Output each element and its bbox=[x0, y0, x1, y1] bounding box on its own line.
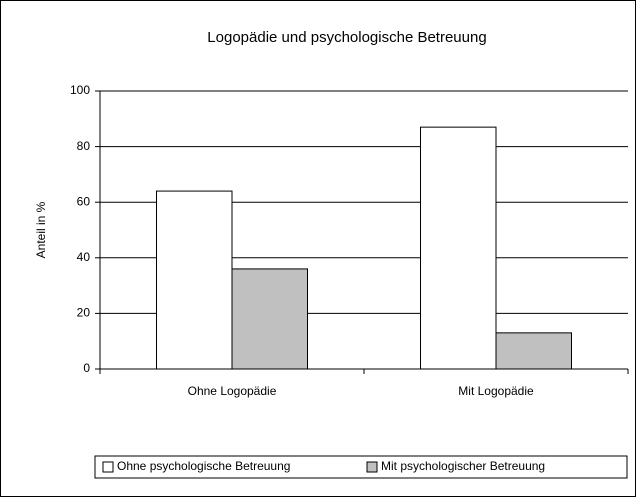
x-tick-label: Mit Logopädie bbox=[458, 384, 534, 398]
x-tick-label: Ohne Logopädie bbox=[188, 384, 277, 398]
bar bbox=[156, 190, 233, 370]
legend-swatch bbox=[366, 461, 378, 473]
y-tick-label: 20 bbox=[77, 306, 91, 320]
bar bbox=[420, 126, 497, 370]
y-tick-label: 40 bbox=[77, 250, 91, 264]
y-tick-label: 80 bbox=[77, 139, 91, 153]
legend-frame bbox=[94, 455, 628, 479]
legend-swatch bbox=[102, 461, 114, 473]
y-axis-label: Anteil in % bbox=[34, 201, 48, 258]
y-tick-label: 0 bbox=[83, 361, 90, 375]
y-tick-label: 100 bbox=[70, 83, 90, 97]
legend-label: Mit psychologischer Betreuung bbox=[381, 459, 545, 473]
legend-label: Ohne psychologische Betreuung bbox=[117, 459, 290, 473]
bar bbox=[495, 332, 572, 370]
y-tick-label: 60 bbox=[77, 194, 91, 208]
chart-title: Logopädie und psychologische Betreuung bbox=[207, 29, 486, 46]
bar bbox=[231, 268, 308, 370]
